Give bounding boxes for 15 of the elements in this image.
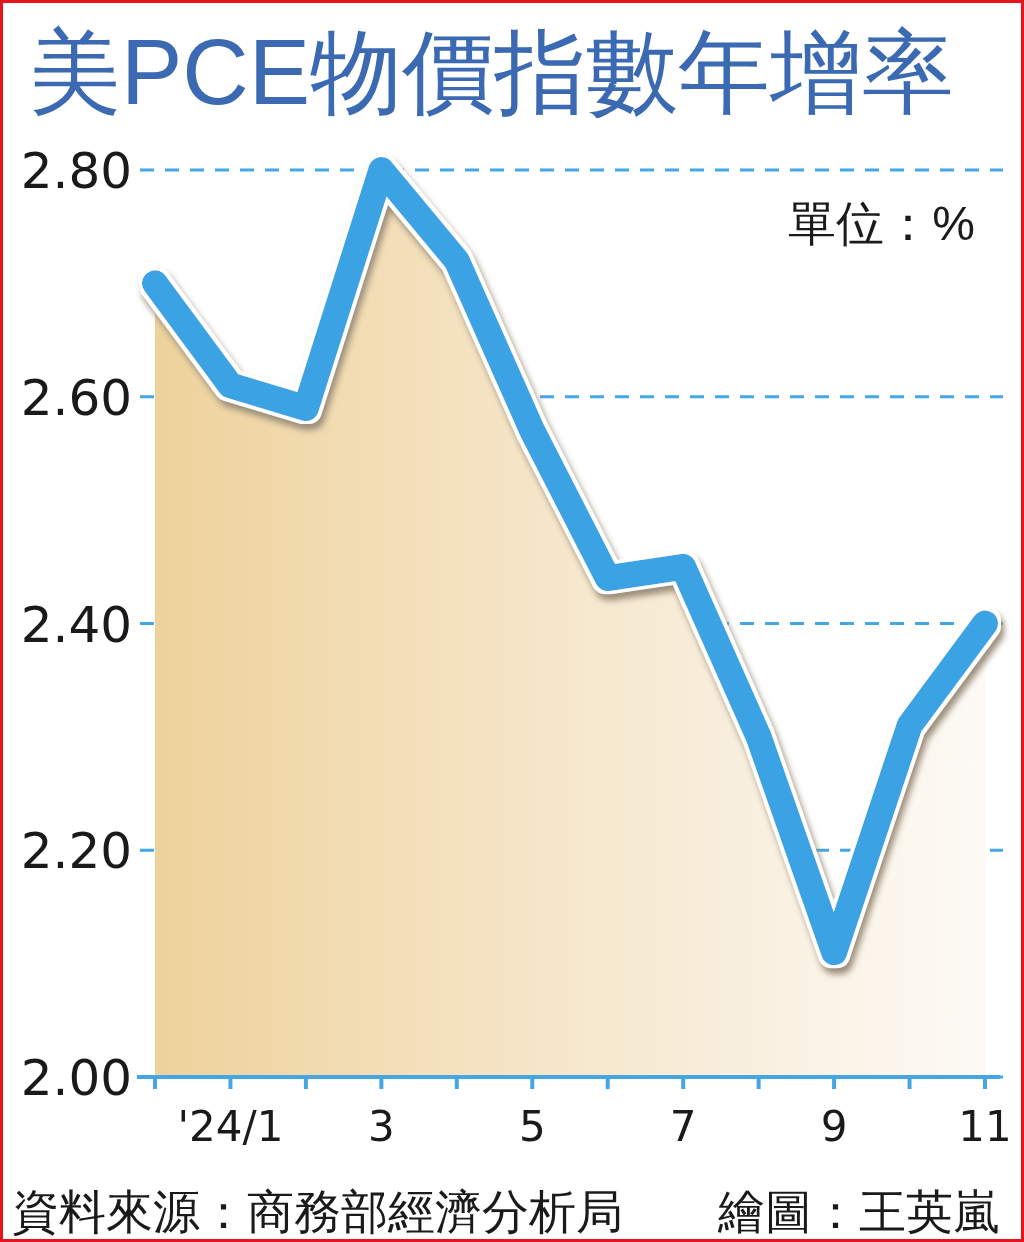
ytick: 2.00 <box>20 1049 132 1107</box>
ytick: 2.40 <box>20 595 132 654</box>
annotation: 資料來源：商務部經濟分析局 <box>12 1185 623 1238</box>
ytick: 2.60 <box>20 368 132 427</box>
ytick: 2.80 <box>20 142 132 200</box>
xtick: 5 <box>518 1102 546 1151</box>
ytick: 2.20 <box>20 822 132 881</box>
annotation: 繪圖：王英嵐 <box>718 1185 1000 1238</box>
xtick: 9 <box>820 1102 848 1151</box>
annotation: 單位：% <box>788 197 975 250</box>
xtick: 3 <box>368 1102 395 1151</box>
xtick: 11 <box>958 1102 1012 1151</box>
title: 美PCE物價指數年增率 <box>29 21 955 123</box>
xtick: 7 <box>669 1102 697 1151</box>
xtick: '24/1 <box>177 1102 284 1151</box>
